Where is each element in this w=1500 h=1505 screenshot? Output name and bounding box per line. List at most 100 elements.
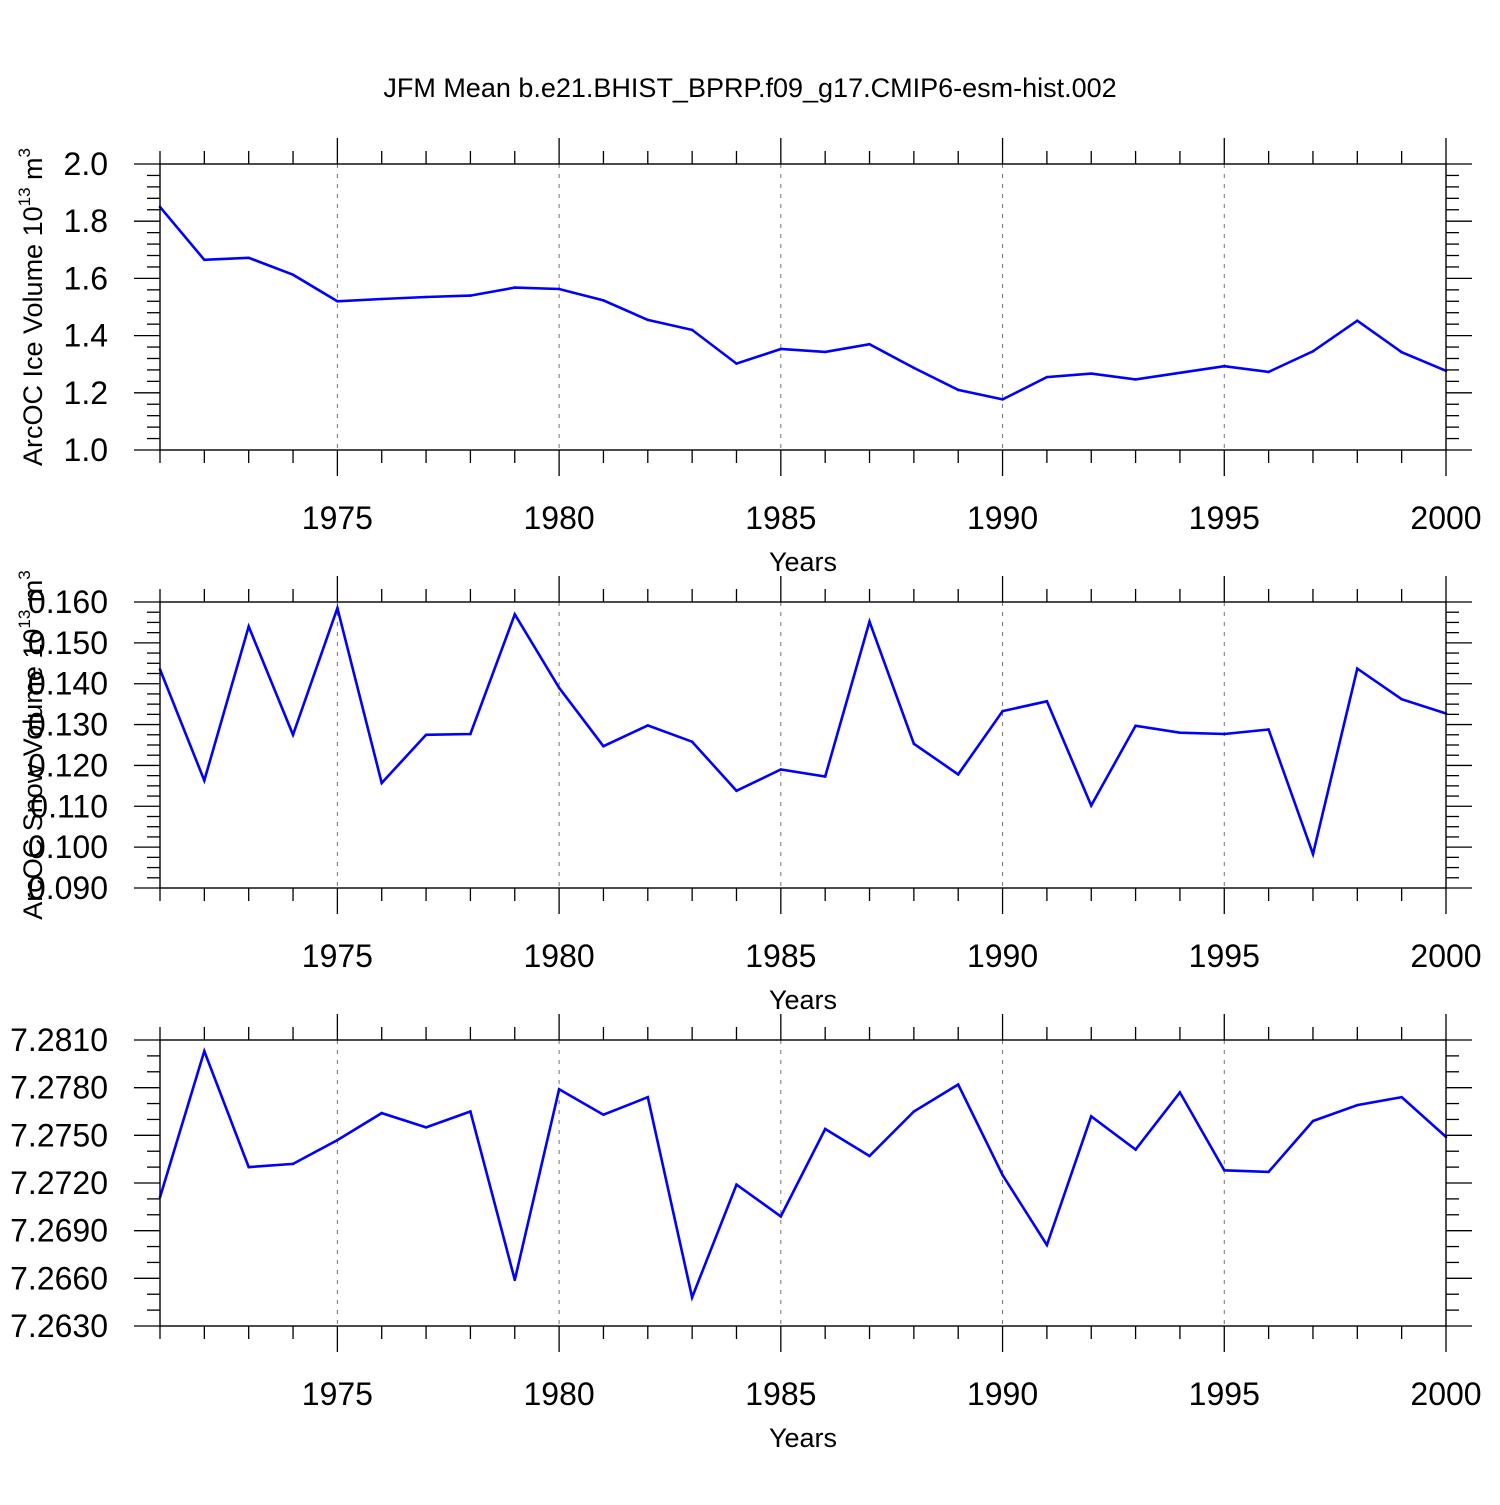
x-axis-label: Years bbox=[769, 985, 837, 1015]
plot-frame bbox=[159, 601, 1447, 889]
x-axis-label: Years bbox=[769, 547, 837, 577]
data-point bbox=[1267, 728, 1270, 731]
x-tick-label: 1995 bbox=[1189, 938, 1260, 974]
x-tick-label: 1990 bbox=[967, 500, 1038, 536]
data-point bbox=[557, 1087, 561, 1091]
data-point bbox=[912, 366, 916, 370]
data-point bbox=[1089, 804, 1093, 807]
data-point bbox=[1045, 1243, 1049, 1247]
data-point bbox=[1089, 1114, 1093, 1118]
data-point bbox=[424, 1126, 428, 1129]
data-point bbox=[1222, 1168, 1226, 1172]
data-point bbox=[1089, 372, 1093, 375]
x-tick-label: 1985 bbox=[745, 1376, 816, 1412]
x-tick-label: 1980 bbox=[524, 1376, 595, 1412]
data-point bbox=[823, 775, 827, 778]
data-point bbox=[291, 273, 295, 276]
data-point bbox=[1178, 1091, 1182, 1094]
y-tick-label: 7.2720 bbox=[10, 1165, 108, 1201]
data-point bbox=[690, 328, 694, 332]
data-point bbox=[1134, 724, 1137, 728]
data-point bbox=[1045, 375, 1049, 379]
y-tick-label: 7.2810 bbox=[10, 1022, 108, 1058]
x-tick-label: 2000 bbox=[1410, 1376, 1481, 1412]
data-point bbox=[1178, 371, 1182, 375]
data-point bbox=[956, 388, 960, 392]
data-point bbox=[557, 686, 561, 690]
data-point bbox=[380, 297, 384, 301]
x-tick-label: 1980 bbox=[524, 500, 595, 536]
y-tick-label: 0.100 bbox=[28, 829, 108, 865]
data-point bbox=[956, 773, 960, 776]
data-point bbox=[203, 258, 206, 262]
data-point bbox=[469, 1110, 472, 1113]
x-tick-label: 1980 bbox=[524, 938, 595, 974]
data-point bbox=[424, 295, 428, 299]
data-point bbox=[203, 1049, 206, 1053]
data-point bbox=[1267, 1170, 1270, 1174]
y-tick-label: 7.2750 bbox=[10, 1117, 108, 1153]
data-point bbox=[690, 1296, 694, 1299]
data-point bbox=[424, 733, 428, 737]
data-point bbox=[912, 742, 916, 746]
data-point bbox=[1311, 1119, 1315, 1123]
x-tick-label: 1995 bbox=[1189, 500, 1260, 536]
data-point bbox=[1400, 350, 1403, 354]
y-tick-label: 1.0 bbox=[64, 432, 108, 468]
y-tick-label: 0.120 bbox=[28, 747, 108, 783]
plot-frame bbox=[159, 163, 1447, 451]
data-point bbox=[735, 1183, 738, 1186]
data-point bbox=[735, 789, 738, 793]
chart-title: JFM Mean b.e21.BHIST_BPRP.f09_g17.CMIP6-… bbox=[383, 73, 1116, 103]
plot-frame bbox=[159, 1039, 1447, 1327]
y-tick-label: 0.150 bbox=[28, 625, 108, 661]
y-tick-label: 1.2 bbox=[64, 375, 108, 411]
data-point bbox=[513, 1278, 517, 1282]
data-point bbox=[1311, 350, 1315, 353]
panel-2: 0.090 0.100 0.110 0.120 0.130 0.140 0.150 0.160… bbox=[15, 570, 1482, 1015]
data-point bbox=[557, 287, 561, 291]
y-tick-label: 0.110 bbox=[30, 788, 108, 824]
data-point bbox=[469, 294, 472, 297]
x-tick-label: 1985 bbox=[745, 938, 816, 974]
y-axis-label: ArcOC Ice Volume 1013 m3 bbox=[15, 148, 48, 466]
y-tick-label: 1.8 bbox=[64, 203, 108, 239]
data-point bbox=[956, 1083, 960, 1086]
data-point bbox=[203, 779, 206, 782]
x-tick-label: 1975 bbox=[302, 938, 373, 974]
data-point bbox=[1222, 364, 1226, 368]
y-tick-label: 7.2630 bbox=[10, 1308, 108, 1344]
data-point bbox=[646, 318, 650, 322]
data-point bbox=[513, 286, 517, 289]
panel-1: 1.0 1.2 1.4 1.6 1.8 2.0 1975 1980 1985 1990 1995 20… bbox=[15, 138, 1482, 577]
x-tick-label: 1990 bbox=[967, 938, 1038, 974]
data-point bbox=[868, 342, 871, 346]
x-tick-label: 1975 bbox=[302, 1376, 373, 1412]
data-point bbox=[513, 612, 517, 616]
data-point bbox=[1001, 1173, 1004, 1177]
data-point bbox=[823, 1127, 827, 1131]
series-line bbox=[159, 206, 1447, 401]
data-point bbox=[912, 1110, 916, 1113]
data-point bbox=[779, 347, 783, 351]
y-tick-label: 0.140 bbox=[28, 666, 108, 702]
data-point bbox=[1001, 709, 1004, 713]
data-point bbox=[1001, 398, 1004, 401]
series-line bbox=[158, 603, 1447, 859]
data-point bbox=[291, 733, 295, 737]
data-point bbox=[336, 299, 339, 303]
y-tick-label: 7.2780 bbox=[10, 1070, 108, 1106]
data-point bbox=[690, 740, 694, 744]
y-tick-label: 7.2690 bbox=[10, 1213, 108, 1249]
data-point bbox=[1134, 1148, 1137, 1151]
x-tick-label: 1985 bbox=[745, 500, 816, 536]
data-point bbox=[868, 620, 871, 623]
data-point bbox=[1400, 697, 1403, 701]
data-point bbox=[1045, 699, 1049, 703]
data-point bbox=[779, 768, 783, 771]
data-point bbox=[1267, 370, 1270, 374]
y-axis-label: ArcOC Snow Volume 1013 m3 bbox=[15, 570, 48, 920]
x-axis-label: Years bbox=[769, 1423, 837, 1453]
